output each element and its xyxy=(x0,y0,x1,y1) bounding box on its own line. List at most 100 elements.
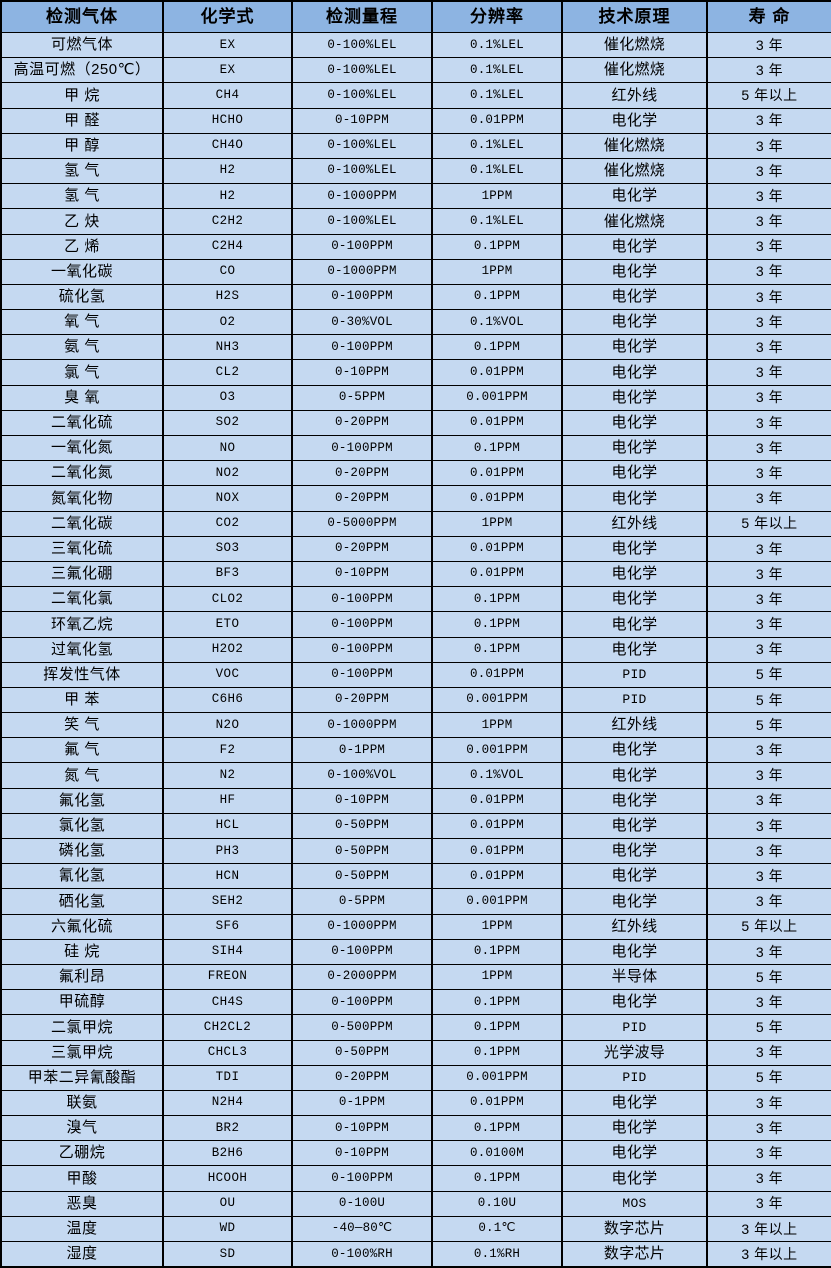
cell-principle: 电化学 xyxy=(561,787,708,814)
cell-life: 3 年 xyxy=(706,208,831,235)
cell-life: 3 年 xyxy=(706,636,831,663)
cell-formula: CO2 xyxy=(162,510,293,537)
cell-formula: N2H4 xyxy=(162,1089,293,1117)
cell-life: 5 年以上 xyxy=(706,82,831,109)
table-row: 甲 醛 HCHO 0-10PPM 0.01PPM 电化学 3 年 xyxy=(0,107,831,134)
cell-range: 0-100%LEL xyxy=(291,57,433,84)
table-row: 臭 氧 O3 0-5PPM 0.001PPM 电化学 3 年 xyxy=(0,384,831,411)
table-row: 氮 气 N2 0-100%VOL 0.1%VOL 电化学 3 年 xyxy=(0,762,831,789)
cell-principle: 电化学 xyxy=(561,258,708,285)
cell-principle: 电化学 xyxy=(561,888,708,915)
cell-resolution: 0.01PPM xyxy=(431,787,563,814)
table-row: 氯 气 CL2 0-10PPM 0.01PPM 电化学 3 年 xyxy=(0,359,831,386)
cell-principle: 电化学 xyxy=(561,283,708,311)
cell-resolution: 0.001PPM xyxy=(431,737,563,764)
cell-formula: TDI xyxy=(162,1064,293,1091)
cell-life: 3 年 xyxy=(706,485,831,512)
cell-formula: C2H4 xyxy=(162,233,293,260)
cell-principle: 电化学 xyxy=(561,762,708,789)
cell-range: 0-1000PPM xyxy=(291,913,433,940)
cell-resolution: 0.1PPM xyxy=(431,1165,563,1192)
cell-range: 0-100%LEL xyxy=(291,31,433,59)
table-row: 氧 气 O2 0-30%VOL 0.1%VOL 电化学 3 年 xyxy=(0,309,831,336)
cell-life: 5 年 xyxy=(706,712,831,739)
table-row: 溴气 BR2 0-10PPM 0.1PPM 电化学 3 年 xyxy=(0,1115,831,1142)
cell-formula: SIH4 xyxy=(162,938,293,965)
cell-formula: VOC xyxy=(162,661,293,688)
cell-formula: F2 xyxy=(162,737,293,764)
cell-resolution: 0.001PPM xyxy=(431,888,563,915)
column-header-principle: 技术原理 xyxy=(561,0,708,33)
cell-life: 3 年 xyxy=(706,888,831,915)
cell-life: 3 年 xyxy=(706,460,831,487)
cell-principle: 红外线 xyxy=(561,913,708,940)
cell-principle: 电化学 xyxy=(561,1140,708,1167)
cell-life: 3 年 xyxy=(706,611,831,638)
cell-formula: C2H2 xyxy=(162,208,293,235)
cell-principle: 电化学 xyxy=(561,460,708,487)
cell-life: 3 年 xyxy=(706,434,831,462)
table-row: 可燃气体 EX 0-100%LEL 0.1%LEL 催化燃烧 3 年 xyxy=(0,31,831,59)
cell-resolution: 1PPM xyxy=(431,183,563,210)
cell-life: 3 年 xyxy=(706,762,831,789)
cell-principle: 电化学 xyxy=(561,1115,708,1142)
cell-life: 3 年 xyxy=(706,560,831,588)
cell-gas: 溴气 xyxy=(0,1115,164,1142)
cell-range: 0-50PPM xyxy=(291,837,433,865)
cell-resolution: 1PPM xyxy=(431,963,563,991)
cell-resolution: 0.1PPM xyxy=(431,1039,563,1066)
cell-range: 0-100PPM xyxy=(291,283,433,311)
cell-principle: 电化学 xyxy=(561,989,708,1016)
cell-range: 0-100%LEL xyxy=(291,82,433,109)
cell-formula: SO3 xyxy=(162,535,293,562)
cell-range: 0-100PPM xyxy=(291,586,433,613)
cell-range: 0-100PPM xyxy=(291,989,433,1016)
cell-gas: 三氯甲烷 xyxy=(0,1039,164,1066)
cell-resolution: 0.01PPM xyxy=(431,661,563,688)
cell-principle: 电化学 xyxy=(561,183,708,210)
cell-range: 0-50PPM xyxy=(291,863,433,890)
cell-life: 5 年 xyxy=(706,1064,831,1091)
table-row: 甲 醇 CH4O 0-100%LEL 0.1%LEL 催化燃烧 3 年 xyxy=(0,132,831,159)
cell-resolution: 0.1%LEL xyxy=(431,57,563,84)
cell-principle: 电化学 xyxy=(561,837,708,865)
cell-gas: 氯化氢 xyxy=(0,812,164,840)
cell-life: 5 年以上 xyxy=(706,913,831,940)
cell-range: 0-50PPM xyxy=(291,1039,433,1066)
cell-principle: PID xyxy=(561,661,708,688)
cell-range: 0-20PPM xyxy=(291,535,433,562)
cell-range: 0-50PPM xyxy=(291,812,433,840)
cell-principle: 电化学 xyxy=(561,485,708,512)
cell-life: 3 年 xyxy=(706,812,831,840)
cell-range: 0-100PPM xyxy=(291,938,433,965)
cell-life: 3 年 xyxy=(706,737,831,764)
table-row: 硒化氢 SEH2 0-5PPM 0.001PPM 电化学 3 年 xyxy=(0,888,831,915)
cell-resolution: 0.1℃ xyxy=(431,1215,563,1243)
table-row: 环氧乙烷 ETO 0-100PPM 0.1PPM 电化学 3 年 xyxy=(0,611,831,638)
table-row: 六氟化硫 SF6 0-1000PPM 1PPM 红外线 5 年以上 xyxy=(0,913,831,940)
cell-life: 3 年以上 xyxy=(706,1241,831,1268)
table-row: 一氧化氮 NO 0-100PPM 0.1PPM 电化学 3 年 xyxy=(0,434,831,462)
column-header-range: 检测量程 xyxy=(291,0,433,33)
cell-gas: 恶臭 xyxy=(0,1190,164,1217)
cell-life: 3 年 xyxy=(706,1140,831,1167)
cell-life: 5 年以上 xyxy=(706,510,831,537)
table-row: 甲 苯 C6H6 0-20PPM 0.001PPM PID 5 年 xyxy=(0,686,831,714)
table-row: 过氧化氢 H2O2 0-100PPM 0.1PPM 电化学 3 年 xyxy=(0,636,831,663)
cell-formula: H2S xyxy=(162,283,293,311)
column-header-gas: 检测气体 xyxy=(0,0,164,33)
cell-principle: 电化学 xyxy=(561,409,708,437)
cell-formula: C6H6 xyxy=(162,686,293,714)
cell-life: 3 年 xyxy=(706,157,831,185)
table-row: 乙 烯 C2H4 0-100PPM 0.1PPM 电化学 3 年 xyxy=(0,233,831,260)
table-row: 氟利昂 FREON 0-2000PPM 1PPM 半导体 5 年 xyxy=(0,963,831,991)
cell-principle: 红外线 xyxy=(561,510,708,537)
table-row: 挥发性气体 VOC 0-100PPM 0.01PPM PID 5 年 xyxy=(0,661,831,688)
cell-gas: 二氧化氯 xyxy=(0,586,164,613)
table-row: 乙硼烷 B2H6 0-10PPM 0.0100M 电化学 3 年 xyxy=(0,1140,831,1167)
cell-life: 3 年 xyxy=(706,535,831,562)
cell-principle: 电化学 xyxy=(561,1165,708,1192)
cell-gas: 乙硼烷 xyxy=(0,1140,164,1167)
table-row: 笑 气 N2O 0-1000PPM 1PPM 红外线 5 年 xyxy=(0,712,831,739)
